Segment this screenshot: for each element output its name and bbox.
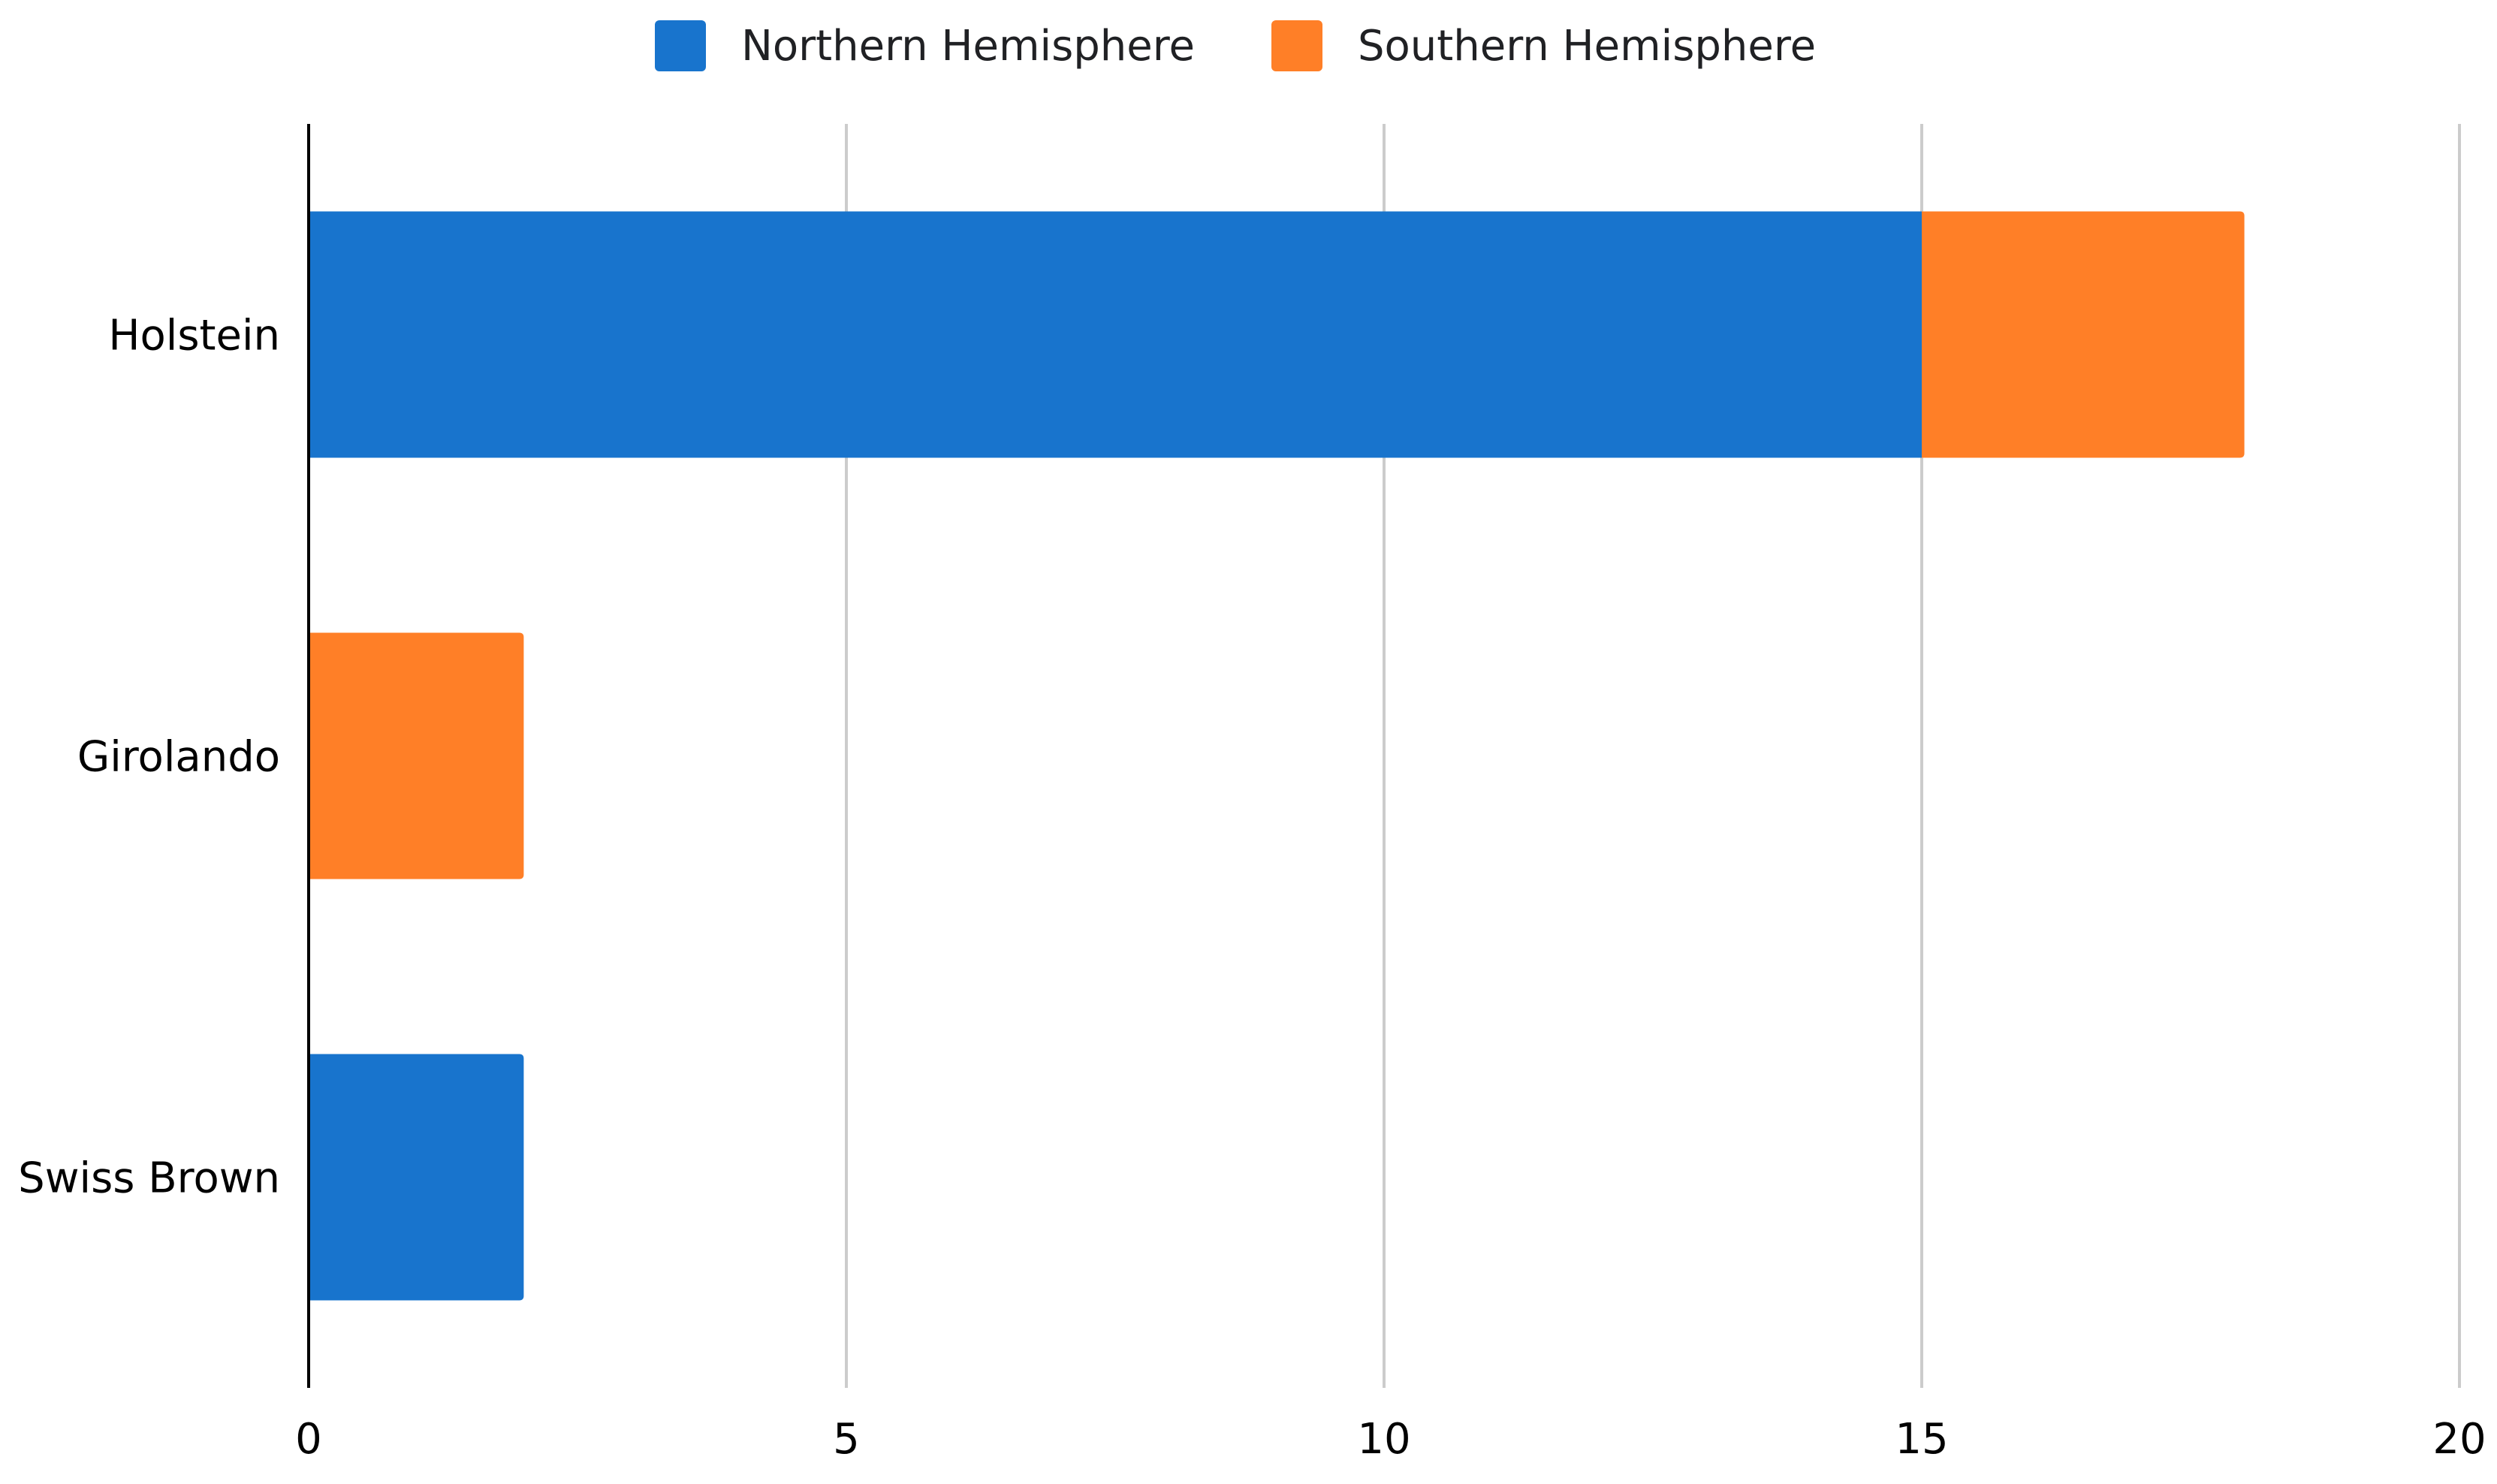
category-label: Swiss Brown [18, 1154, 280, 1203]
legend-swatch [655, 20, 706, 71]
x-tick-label: 10 [1357, 1415, 1410, 1464]
bar-segment [309, 1054, 524, 1301]
legend-label: Southern Hemisphere [1358, 22, 1816, 71]
legend-swatch [1271, 20, 1322, 71]
x-tick-label: 15 [1895, 1415, 1948, 1464]
category-label: Holstein [108, 312, 280, 360]
legend-label: Northern Hemisphere [741, 22, 1195, 71]
x-tick-label: 5 [833, 1415, 860, 1464]
bar-segment [309, 211, 1922, 458]
bar-segment [1922, 211, 2245, 458]
x-tick-label: 20 [2432, 1415, 2486, 1464]
label-layer: 0 5 10 15 20 Holstein Girolando Swiss Brown [18, 312, 2486, 1464]
bar-segment [309, 632, 524, 879]
x-tick-label: 0 [295, 1415, 322, 1464]
legend: Northern Hemisphere Southern Hemisphere [655, 20, 1816, 71]
bar-layer [309, 211, 2245, 1301]
category-label: Girolando [77, 733, 280, 782]
